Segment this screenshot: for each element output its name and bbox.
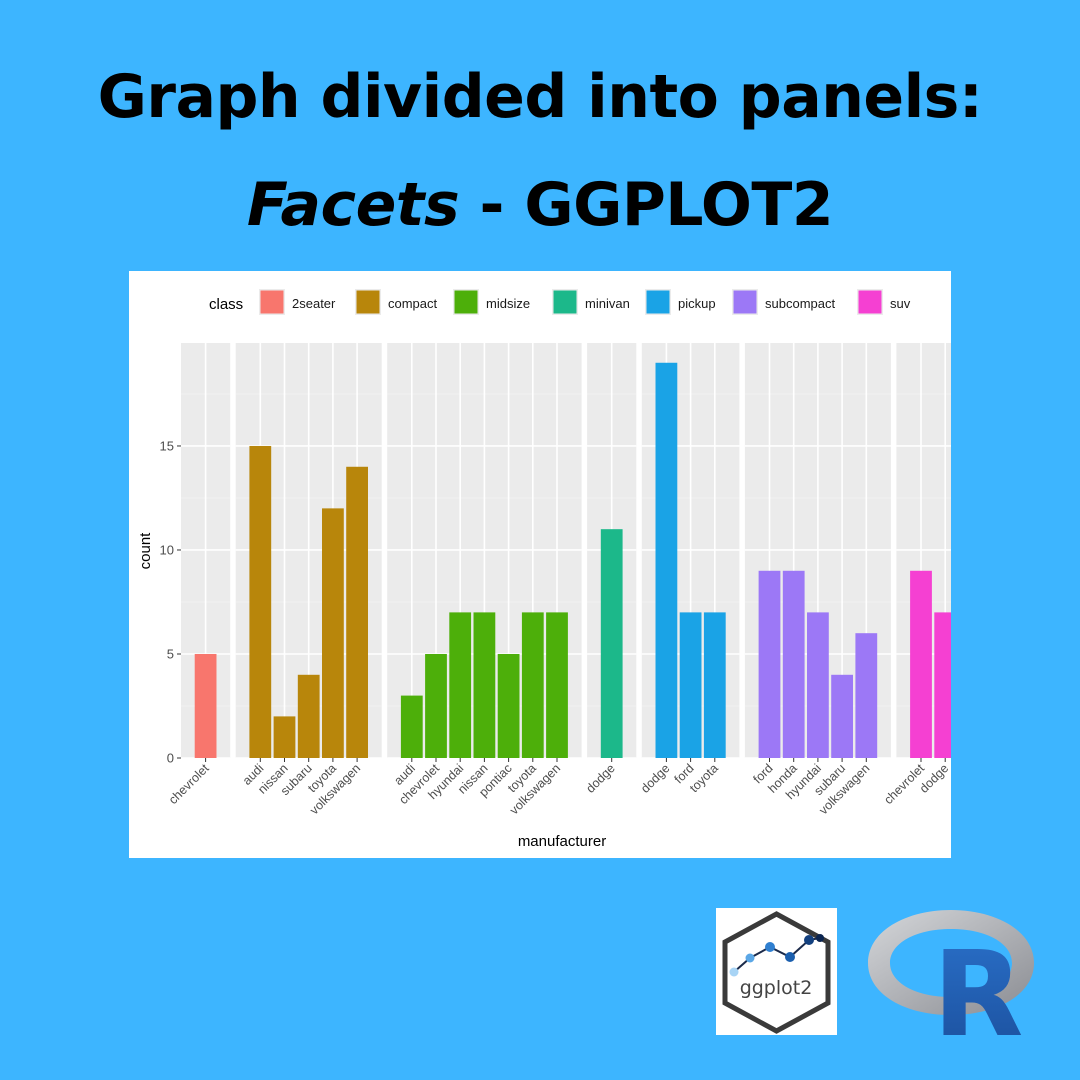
bar-midsize-volkswagen [546,612,568,758]
bar-subcompact-honda [782,570,805,758]
legend-label-compact: compact [388,296,438,311]
ggplot2-logo: ggplot2 [716,908,837,1035]
bar-pickup-ford [679,612,702,758]
bar-subcompact-ford [758,570,781,758]
headline-italic-word: Facets [246,170,460,240]
ggplot2-logo-text: ggplot2 [740,977,813,999]
legend-key-2seater [260,290,284,314]
bar-pickup-toyota [703,612,726,758]
legend-key-pickup [646,290,670,314]
y-tick-label: 0 [167,751,174,766]
bar-midsize-audi [400,695,423,758]
y-axis-title: count [137,532,154,570]
legend-item-suv: suv [857,289,911,315]
r-logo-letter: R [933,925,1024,1040]
facet-panel-2seater: chevrolet [166,343,231,807]
legend: class 2seater compact midsize minivan pickup s… [209,289,911,315]
headline-line-1: Graph divided into panels: [0,62,1080,132]
legend-key-suv [858,290,882,314]
x-tick-label: dodge [638,761,673,796]
bar-compact-volkswagen [346,466,368,758]
faceted-bar-chart: class 2seater compact midsize minivan pickup s… [137,289,951,850]
bar-compact-audi [249,445,272,758]
bar-suv-dodge [934,612,951,758]
legend-item-compact: compact [355,289,438,315]
bar-midsize-toyota [521,612,544,758]
x-tick-label: chevrolet [166,761,212,807]
legend-key-compact [356,290,380,314]
x-tick-label: dodge [583,761,618,796]
bar-suv-chevrolet [910,570,932,758]
bar-subcompact-hyundai [807,612,829,758]
legend-item-subcompact: subcompact [732,289,835,315]
legend-label-pickup: pickup [678,296,716,311]
y-tick-label: 5 [167,646,174,661]
legend-item-midsize: midsize [453,289,530,315]
bar-compact-toyota [322,508,344,758]
headline-line-2-rest: - GGPLOT2 [459,170,834,240]
bar-midsize-hyundai [449,612,472,758]
legend-key-minivan [553,290,577,314]
legend-label-suv: suv [890,296,911,311]
headline-line-2: Facets - GGPLOT2 [0,170,1080,240]
legend-item-minivan: minivan [552,289,630,315]
legend-item-2seater: 2seater [259,289,336,315]
facet-panel-suv: chevroletdodgefordjeepland roverlincolnm… [881,343,951,807]
legend-label-minivan: minivan [585,296,630,311]
legend-label-2seater: 2seater [292,296,336,311]
bar-midsize-chevrolet [425,653,447,758]
headline-line-1-text: Graph divided into panels: [97,62,983,132]
facet-panel-minivan: dodge [583,343,637,796]
bar-midsize-pontiac [497,653,520,758]
y-tick-label: 15 [160,438,174,453]
y-tick-label: 10 [160,542,174,557]
bar-compact-subaru [297,674,320,758]
bar-minivan-dodge [600,529,623,758]
chart-card: class 2seater compact midsize minivan pickup s… [129,271,951,858]
legend-key-midsize [454,290,478,314]
ggplot2-hex-icon: ggplot2 [722,911,831,1034]
legend-item-pickup: pickup [645,289,716,315]
x-tick-label: toyota [687,761,721,795]
legend-label-subcompact: subcompact [765,296,835,311]
legend-label-midsize: midsize [486,296,530,311]
y-axis: 0 5 10 15 [160,438,181,766]
bar-2seater-chevrolet [194,653,217,758]
facet-panels: chevrolet audinissansubarutoyotavolkswage… [166,343,951,817]
r-language-logo: R [868,910,1034,1040]
legend-key-subcompact [733,290,757,314]
facet-panel-midsize: audichevrolethyundainissanpontiactoyotav… [387,343,582,817]
x-axis-title: manufacturer [518,833,606,850]
bar-subcompact-subaru [831,674,853,758]
bar-midsize-nissan [473,612,496,758]
r-logo-ring-icon [868,910,1034,1015]
legend-title: class [209,296,243,313]
bar-pickup-dodge [655,362,678,758]
x-tick-label: ford [950,761,951,786]
bar-subcompact-volkswagen [855,633,878,758]
bar-compact-nissan [273,716,296,758]
